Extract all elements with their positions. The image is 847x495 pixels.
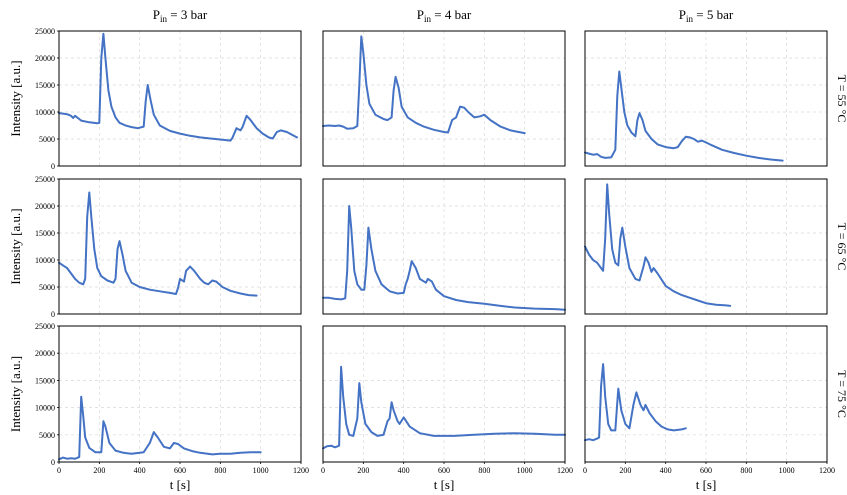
gridlines xyxy=(585,326,827,462)
x-tick-label: 400 xyxy=(398,466,410,475)
gridlines xyxy=(59,31,301,166)
gridlines xyxy=(323,326,565,462)
x-tick-label: 200 xyxy=(93,466,105,475)
y-tick-label: 0 xyxy=(51,310,55,319)
plot-frame xyxy=(58,178,302,315)
series-line xyxy=(58,395,262,461)
axis-labels: t [s] t [s] t [s] Intensity [a.u.] Intensity… xyxy=(8,60,716,492)
y-tick-label: 25000 xyxy=(35,175,55,184)
y-tick-label: 0 xyxy=(51,458,55,467)
series-line xyxy=(584,70,784,162)
y-tick-label: 5000 xyxy=(39,431,55,440)
plot-frame xyxy=(322,178,566,315)
panel-r1-c1 xyxy=(322,178,566,315)
x-tick-label: 600 xyxy=(174,466,186,475)
y-tick-label: 5000 xyxy=(39,283,55,292)
x-tick-label: 1200 xyxy=(819,466,835,475)
x-axis-ticks: 0 200 400 600 800 1000 1200 xyxy=(583,462,835,475)
x-tick-label: 800 xyxy=(740,466,752,475)
x-tick-label: 200 xyxy=(619,466,631,475)
plot-frame xyxy=(58,30,302,167)
panel-r0-c0: 0 5000 10000 15000 20000 25000 xyxy=(35,27,302,171)
gridlines xyxy=(59,326,301,462)
x-axis-label: t [s] xyxy=(170,477,191,492)
y-tick-label: 5000 xyxy=(39,135,55,144)
x-axis-ticks: 0 200 400 600 800 1000 1200 xyxy=(321,462,573,475)
gridlines xyxy=(323,31,565,166)
y-tick-label: 25000 xyxy=(35,27,55,36)
column-title: Pin = 5 bar xyxy=(679,7,734,24)
x-axis-label: t [s] xyxy=(696,477,717,492)
x-axis-ticks: 0 200 400 600 800 1000 1200 xyxy=(57,462,309,475)
y-tick-label: 25000 xyxy=(35,322,55,331)
gridlines xyxy=(585,179,827,314)
series-line xyxy=(322,35,526,135)
x-tick-label: 200 xyxy=(357,466,369,475)
y-tick-label: 15000 xyxy=(35,376,55,385)
x-tick-label: 800 xyxy=(214,466,226,475)
y-tick-label: 10000 xyxy=(35,404,55,413)
panel-r2-c1: 0 200 400 600 800 1000 1200 xyxy=(321,325,573,475)
gridlines xyxy=(585,31,827,166)
y-axis-ticks: 0 5000 10000 15000 20000 25000 xyxy=(35,175,59,319)
y-tick-label: 10000 xyxy=(35,108,55,117)
panel-r2-c2: 0 200 400 600 800 1000 1200 xyxy=(583,325,835,475)
y-tick-label: 20000 xyxy=(35,349,55,358)
y-axis-label: Intensity [a.u.] xyxy=(8,356,23,432)
series-line xyxy=(322,205,566,311)
series-line xyxy=(584,183,732,307)
row-title: T = 55 °C xyxy=(835,75,847,123)
x-tick-label: 0 xyxy=(583,466,587,475)
panel-r0-c1 xyxy=(322,30,566,167)
x-tick-label: 1000 xyxy=(779,466,795,475)
y-tick-label: 10000 xyxy=(35,256,55,265)
gridlines xyxy=(323,179,565,314)
x-tick-label: 0 xyxy=(57,466,61,475)
y-tick-label: 15000 xyxy=(35,81,55,90)
panel-r1-c2 xyxy=(584,178,828,315)
y-tick-label: 0 xyxy=(51,162,55,171)
plot-frame xyxy=(584,30,828,167)
gridlines xyxy=(59,179,301,314)
y-axis-label: Intensity [a.u.] xyxy=(8,208,23,284)
x-tick-label: 400 xyxy=(660,466,672,475)
column-titles: Pin = 3 bar Pin = 4 bar Pin = 5 bar xyxy=(153,7,734,24)
y-tick-label: 15000 xyxy=(35,229,55,238)
panels: 0500010000150002000025000050001000015000… xyxy=(35,27,835,475)
plot-frame xyxy=(584,178,828,315)
x-tick-label: 600 xyxy=(438,466,450,475)
column-title: Pin = 4 bar xyxy=(417,7,472,24)
y-axis-label: Intensity [a.u.] xyxy=(8,60,23,136)
y-axis-ticks: 0 5000 10000 15000 20000 25000 xyxy=(35,27,59,171)
series-line xyxy=(584,363,687,442)
x-tick-label: 1200 xyxy=(557,466,573,475)
x-axis-label: t [s] xyxy=(434,477,455,492)
y-tick-label: 20000 xyxy=(35,54,55,63)
series-line xyxy=(322,365,566,450)
x-tick-label: 600 xyxy=(700,466,712,475)
x-tick-label: 1000 xyxy=(253,466,269,475)
y-axis-ticks: 0 5000 10000 15000 20000 25000 xyxy=(35,322,59,467)
row-title: T = 65 °C xyxy=(835,223,847,271)
series-line xyxy=(58,32,298,142)
series-line xyxy=(58,191,258,297)
panel-r0-c2 xyxy=(584,30,828,167)
x-tick-label: 1200 xyxy=(293,466,309,475)
panel-r1-c0: 0 5000 10000 15000 20000 25000 xyxy=(35,175,302,319)
x-tick-label: 0 xyxy=(321,466,325,475)
column-title: Pin = 3 bar xyxy=(153,7,208,24)
x-tick-label: 800 xyxy=(478,466,490,475)
x-tick-label: 400 xyxy=(134,466,146,475)
row-title: T = 75 °C xyxy=(835,370,847,418)
x-tick-label: 1000 xyxy=(517,466,533,475)
panel-r2-c0: 0 5000 10000 15000 20000 25000 0 200 400 600 800 10… xyxy=(35,322,309,475)
plot-frame xyxy=(322,30,566,167)
y-tick-label: 20000 xyxy=(35,202,55,211)
row-titles: T = 55 °C T = 65 °C T = 75 °C xyxy=(835,75,847,418)
